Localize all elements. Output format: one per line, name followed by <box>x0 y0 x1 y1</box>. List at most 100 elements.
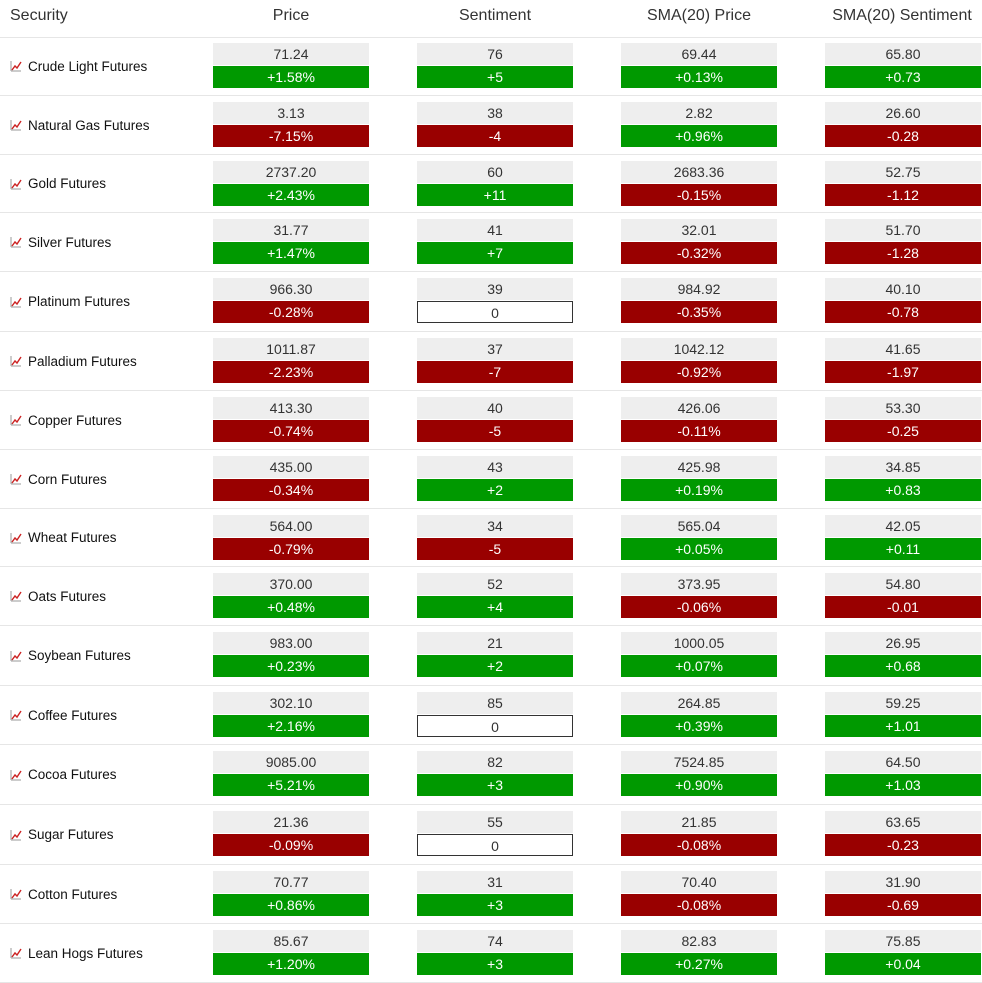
sma-price-change: +0.90% <box>621 774 777 796</box>
sma-sentiment-change: +1.03 <box>825 774 981 796</box>
header-sma-price[interactable]: SMA(20) Price <box>646 7 752 24</box>
sma-sentiment-change: -1.12 <box>825 184 981 206</box>
sentiment-change: -4 <box>417 125 573 147</box>
price-value: 1011.87 <box>213 338 369 360</box>
trend-chart-icon <box>10 61 22 72</box>
sma-price-value: 70.40 <box>621 871 777 893</box>
security-link[interactable]: Platinum Futures <box>10 272 130 331</box>
security-name: Natural Gas Futures <box>28 117 150 133</box>
sentiment-cell: 82 +3 <box>417 751 573 796</box>
sentiment-value: 37 <box>417 338 573 360</box>
price-value: 2737.20 <box>213 161 369 183</box>
trend-chart-icon <box>10 769 22 780</box>
price-cell: 85.67 +1.20% <box>213 930 369 975</box>
security-link[interactable]: Copper Futures <box>10 391 122 449</box>
sma-price-cell: 565.04 +0.05% <box>621 515 777 560</box>
price-change: +0.23% <box>213 655 369 677</box>
sentiment-change: 0 <box>417 834 573 856</box>
price-cell: 1011.87 -2.23% <box>213 338 369 383</box>
sma-sentiment-value: 42.05 <box>825 515 981 537</box>
sentiment-cell: 55 0 <box>417 811 573 856</box>
security-link[interactable]: Lean Hogs Futures <box>10 924 143 982</box>
price-cell: 3.13 -7.15% <box>213 102 369 147</box>
sma-price-change: -0.08% <box>621 894 777 916</box>
price-cell: 413.30 -0.74% <box>213 397 369 442</box>
sentiment-cell: 74 +3 <box>417 930 573 975</box>
sma-sentiment-change: +0.04 <box>825 953 981 975</box>
sentiment-change: +3 <box>417 953 573 975</box>
price-change: +1.58% <box>213 66 369 88</box>
security-name: Lean Hogs Futures <box>28 945 143 961</box>
header-sentiment[interactable]: Sentiment <box>458 7 532 24</box>
sma-price-cell: 1042.12 -0.92% <box>621 338 777 383</box>
price-cell: 31.77 +1.47% <box>213 219 369 264</box>
sma-sentiment-value: 26.60 <box>825 102 981 124</box>
sentiment-value: 60 <box>417 161 573 183</box>
sma-sentiment-cell: 42.05 +0.11 <box>825 515 981 560</box>
sentiment-change: +2 <box>417 479 573 501</box>
security-link[interactable]: Corn Futures <box>10 450 107 508</box>
sma-price-cell: 1000.05 +0.07% <box>621 632 777 677</box>
table-row: Platinum Futures 966.30 -0.28% 39 0 984.92 -0.… <box>0 272 982 332</box>
sma-price-cell: 425.98 +0.19% <box>621 456 777 501</box>
sma-sentiment-cell: 54.80 -0.01 <box>825 573 981 618</box>
security-link[interactable]: Silver Futures <box>10 213 111 271</box>
price-cell: 71.24 +1.58% <box>213 43 369 88</box>
sma-sentiment-change: +0.11 <box>825 538 981 560</box>
sentiment-value: 31 <box>417 871 573 893</box>
sentiment-value: 85 <box>417 692 573 714</box>
sma-price-change: -0.06% <box>621 596 777 618</box>
security-link[interactable]: Sugar Futures <box>10 805 114 864</box>
security-link[interactable]: Natural Gas Futures <box>10 96 150 154</box>
trend-chart-icon <box>10 356 22 367</box>
sma-sentiment-value: 26.95 <box>825 632 981 654</box>
sma-price-value: 425.98 <box>621 456 777 478</box>
security-link[interactable]: Wheat Futures <box>10 509 117 566</box>
price-value: 85.67 <box>213 930 369 952</box>
trend-chart-icon <box>10 710 22 721</box>
security-link[interactable]: Soybean Futures <box>10 626 131 685</box>
sma-sentiment-cell: 51.70 -1.28 <box>825 219 981 264</box>
header-price[interactable]: Price <box>272 7 310 24</box>
sma-price-value: 7524.85 <box>621 751 777 773</box>
security-link[interactable]: Crude Light Futures <box>10 37 147 95</box>
security-link[interactable]: Coffee Futures <box>10 686 117 744</box>
trend-chart-icon <box>10 474 22 485</box>
security-link[interactable]: Palladium Futures <box>10 332 137 390</box>
price-change: +5.21% <box>213 774 369 796</box>
security-name: Gold Futures <box>28 176 107 191</box>
security-name: Palladium Futures <box>28 353 137 369</box>
sentiment-cell: 43 +2 <box>417 456 573 501</box>
sma-price-change: -0.15% <box>621 184 777 206</box>
sma-sentiment-cell: 75.85 +0.04 <box>825 930 981 975</box>
header-security[interactable]: Security <box>10 7 68 24</box>
security-link[interactable]: Cocoa Futures <box>10 745 117 804</box>
price-change: +2.16% <box>213 715 369 737</box>
security-link[interactable]: Gold Futures <box>10 155 106 212</box>
sma-price-value: 2.82 <box>621 102 777 124</box>
sma-price-cell: 426.06 -0.11% <box>621 397 777 442</box>
sentiment-value: 52 <box>417 573 573 595</box>
sma-price-change: +0.05% <box>621 538 777 560</box>
sma-price-value: 373.95 <box>621 573 777 595</box>
sma-price-cell: 7524.85 +0.90% <box>621 751 777 796</box>
sma-sentiment-cell: 41.65 -1.97 <box>825 338 981 383</box>
trend-chart-icon <box>10 532 22 543</box>
price-change: -0.74% <box>213 420 369 442</box>
price-value: 71.24 <box>213 43 369 65</box>
header-sma-sentiment[interactable]: SMA(20) Sentiment <box>832 7 972 24</box>
security-link[interactable]: Oats Futures <box>10 567 106 625</box>
sma-price-change: -0.35% <box>621 301 777 323</box>
sentiment-change: -7 <box>417 361 573 383</box>
sma-sentiment-value: 75.85 <box>825 930 981 952</box>
sma-sentiment-cell: 40.10 -0.78 <box>825 278 981 323</box>
security-link[interactable]: Cotton Futures <box>10 865 117 923</box>
table-row: Gold Futures 2737.20 +2.43% 60 +11 2683.36 -0.… <box>0 155 982 213</box>
sma-price-cell: 69.44 +0.13% <box>621 43 777 88</box>
sentiment-value: 39 <box>417 278 573 300</box>
price-value: 9085.00 <box>213 751 369 773</box>
sma-price-value: 82.83 <box>621 930 777 952</box>
price-value: 21.36 <box>213 811 369 833</box>
sentiment-cell: 52 +4 <box>417 573 573 618</box>
price-value: 3.13 <box>213 102 369 124</box>
